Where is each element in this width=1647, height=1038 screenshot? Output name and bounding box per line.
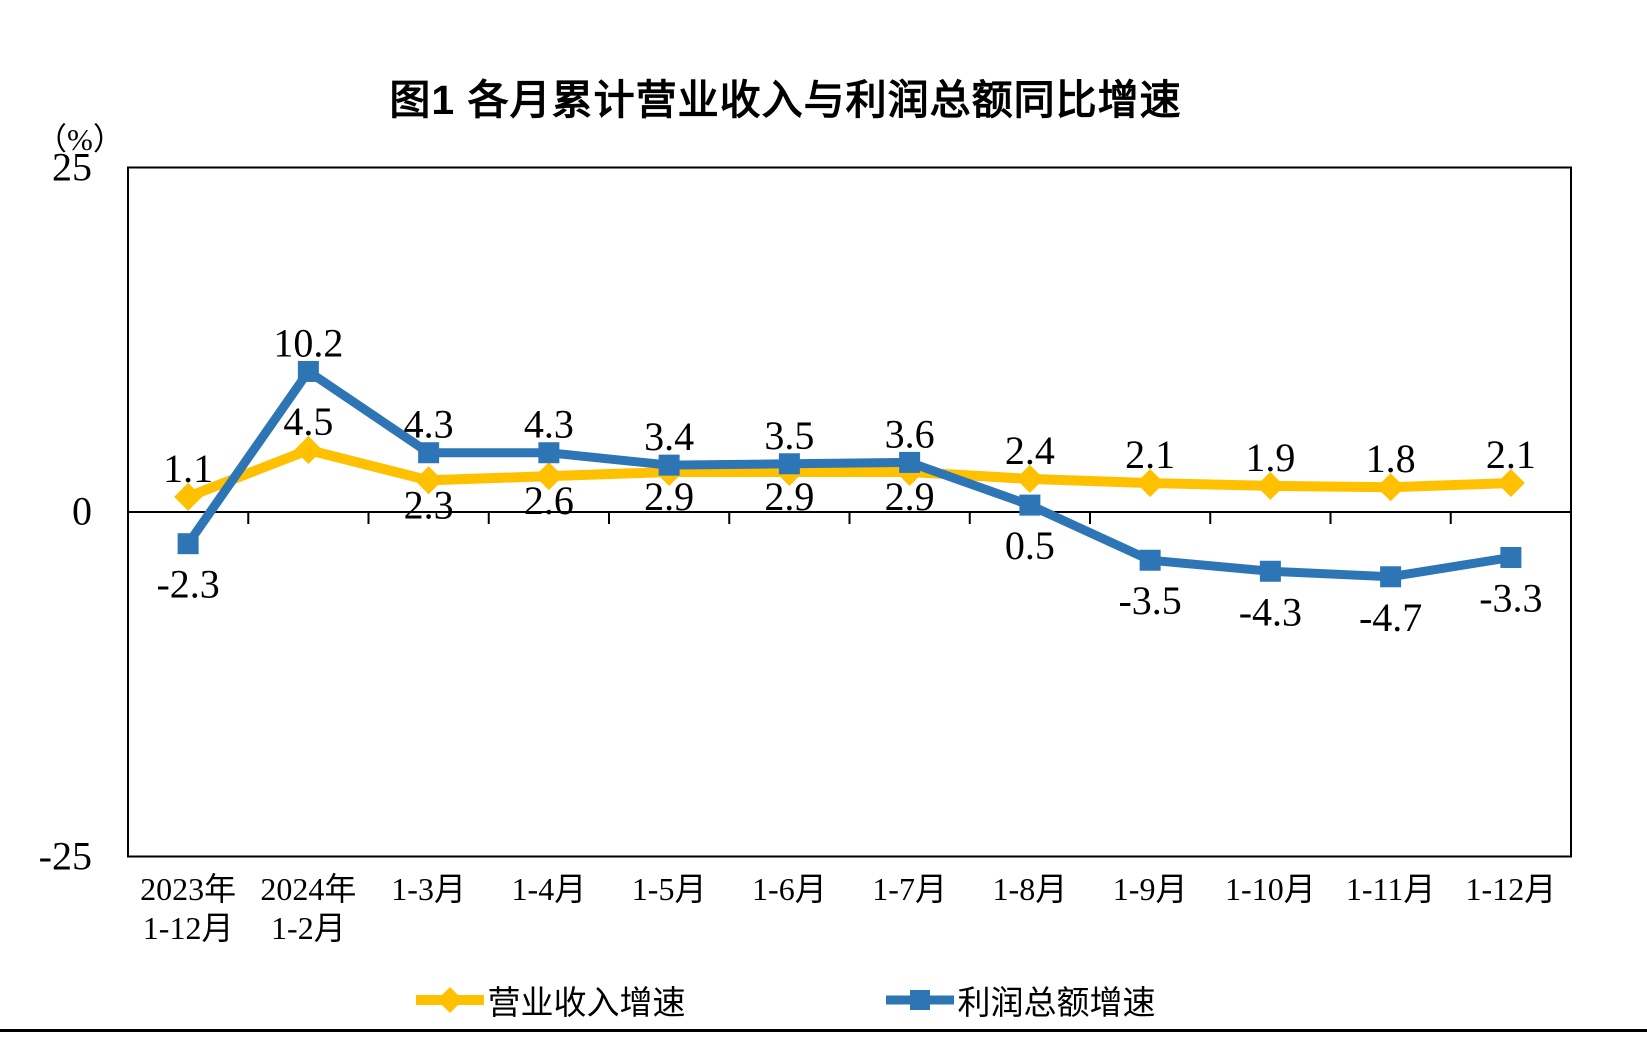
data-label: 4.5 — [283, 399, 333, 444]
square-marker — [1019, 494, 1041, 516]
legend-item-0: 营业收入增速 — [415, 976, 686, 1024]
data-label: 3.5 — [764, 413, 814, 458]
data-label: 1.9 — [1245, 435, 1295, 480]
diamond-marker — [1496, 469, 1525, 498]
legend-item-1: 利润总额增速 — [885, 976, 1156, 1024]
x-tick-label: 1-10月 — [1225, 871, 1316, 907]
data-label: 0.5 — [1005, 523, 1055, 568]
series-line-0 — [186, 444, 1512, 502]
x-tick-label: 1-12月 — [1465, 871, 1557, 907]
bottom-divider — [0, 1029, 1647, 1032]
data-label: 2.6 — [524, 478, 574, 523]
x-tick-label: 1-8月 — [992, 871, 1068, 907]
data-label: -3.5 — [1118, 578, 1181, 623]
square-marker — [778, 453, 800, 475]
x-tick-label: 1-6月 — [752, 871, 827, 907]
diamond-marker — [1376, 473, 1405, 502]
chart-title: 图1 各月累计营业收入与利润总额同比增速 — [389, 77, 1182, 123]
data-label: 2.9 — [644, 474, 694, 519]
data-label: 4.3 — [404, 402, 454, 447]
data-label: 1.1 — [163, 446, 213, 491]
y-tick-label: 25 — [52, 144, 92, 190]
square-marker — [418, 442, 440, 464]
square-marker — [1500, 546, 1522, 568]
data-label: -4.3 — [1239, 589, 1302, 634]
square-marker — [658, 454, 680, 476]
square-marker — [297, 360, 319, 382]
x-tick-label: 1-7月 — [872, 871, 947, 907]
data-label: -3.3 — [1479, 575, 1542, 620]
diamond-marker — [1136, 469, 1165, 498]
data-label: 2.3 — [404, 482, 454, 527]
data-label: 3.6 — [885, 411, 935, 456]
data-label: 1.8 — [1366, 436, 1416, 481]
data-label: -2.3 — [156, 562, 219, 607]
y-axis-unit-label: （%） — [36, 122, 124, 157]
y-tick-label: 0 — [72, 488, 92, 534]
x-tick-label: 1-4月 — [511, 871, 587, 907]
y-tick-label: -25 — [38, 833, 92, 879]
legend-label: 营业收入增速 — [487, 986, 686, 1022]
square-legend-marker-icon — [885, 990, 954, 1010]
data-label: 2.1 — [1125, 432, 1175, 477]
x-tick-label: 2024年 1-2月 — [260, 871, 357, 946]
diamond-marker — [1015, 464, 1044, 493]
data-label: 2.9 — [764, 474, 814, 519]
data-label: 10.2 — [273, 320, 343, 365]
square-marker — [1380, 566, 1402, 588]
diamond-marker — [174, 482, 203, 511]
data-label: 2.1 — [1486, 432, 1536, 477]
diamond-marker — [534, 462, 563, 491]
chart-legend: 营业收入增速 利润总额增速 — [0, 976, 1571, 1024]
square-marker — [177, 533, 199, 555]
x-tick-label: 1-3月 — [391, 871, 466, 907]
x-tick-label: 1-11月 — [1345, 871, 1436, 907]
data-label: 3.4 — [644, 414, 694, 459]
series-line-1 — [184, 365, 1512, 582]
x-tick-label: 2023年 1-12月 — [140, 871, 237, 946]
legend-label: 利润总额增速 — [957, 986, 1156, 1022]
diamond-marker — [294, 435, 323, 464]
diamond-legend-marker-icon — [415, 987, 484, 1013]
square-marker — [899, 451, 921, 473]
square-marker — [538, 442, 560, 464]
square-marker — [1139, 549, 1161, 571]
data-label: -4.7 — [1359, 595, 1422, 640]
data-label: 2.9 — [885, 474, 935, 519]
x-tick-label: 1-9月 — [1112, 871, 1188, 907]
x-tick-label: 1-5月 — [631, 871, 707, 907]
data-label: 2.4 — [1005, 428, 1055, 473]
data-label: 4.3 — [524, 402, 574, 447]
diamond-marker — [414, 466, 443, 495]
square-marker — [1259, 560, 1281, 582]
diamond-marker — [1256, 471, 1285, 500]
